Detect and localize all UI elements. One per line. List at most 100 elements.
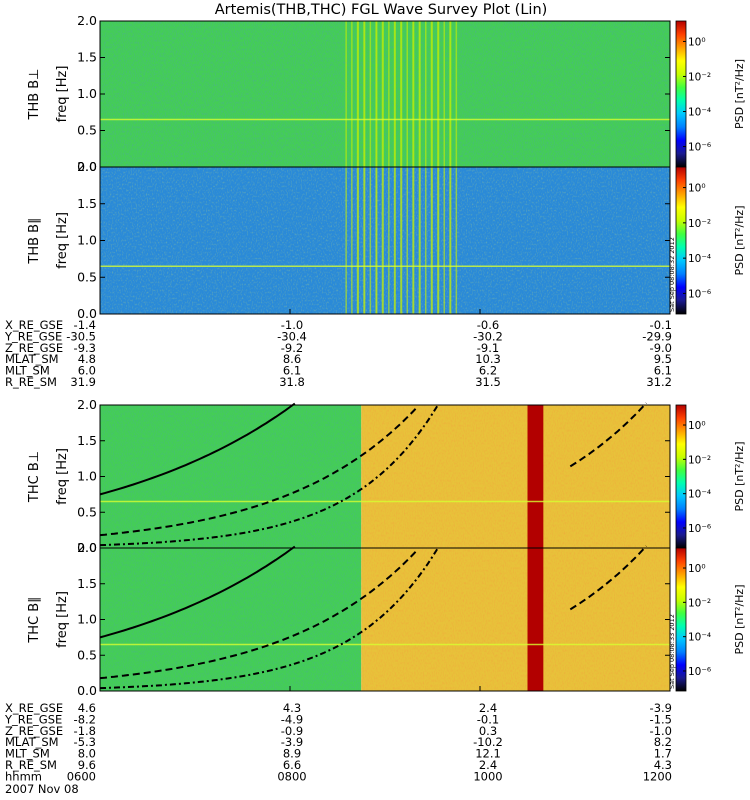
panels-group: 0.0 0.5 1.0 1.5 2.0 freq [Hz] THB B⊥ 10⁰ 10⁻² 10⁻… xyxy=(27,13,746,698)
burst-stripe xyxy=(357,21,359,167)
y-tick-label: 1.5 xyxy=(77,50,97,65)
burst-stripe xyxy=(449,167,452,314)
ephem-value: -3.9 xyxy=(281,735,303,749)
spectrogram-panel-1: 0.0 0.5 1.0 1.5 2.0 freq [Hz] THB B∥ 10⁰ 10⁻² 10⁻… xyxy=(27,159,746,321)
spectrogram-panel-0: 0.0 0.5 1.0 1.5 2.0 freq [Hz] THB B⊥ 10⁰ 10⁻² 10⁻… xyxy=(27,13,746,174)
cbar-tick-label: 10⁻⁴ xyxy=(688,253,711,265)
burst-stripe xyxy=(351,21,353,167)
cbar-label: PSD [nT²/Hz] xyxy=(733,441,746,511)
burst-stripe xyxy=(455,167,458,314)
burst-stripe xyxy=(376,167,378,314)
saturated-band xyxy=(527,405,544,548)
burst-stripe xyxy=(431,21,433,167)
probe-label: THC B⊥ xyxy=(27,451,42,503)
gyro-curve-solid xyxy=(99,545,296,639)
cbar-tick-label: 10⁻² xyxy=(688,218,711,230)
spectrogram-noise xyxy=(100,405,362,548)
burst-stripe xyxy=(345,21,347,167)
gyro-curve-dashed xyxy=(99,405,420,537)
burst-stripe xyxy=(412,21,415,167)
ephem-row-label: Z_RE_GSE xyxy=(5,341,63,355)
ephem-value: -30.5 xyxy=(66,329,96,343)
ephem-value: -1.8 xyxy=(74,724,96,738)
y-tick-label: 1.5 xyxy=(77,433,97,448)
ephem-value: 0600 xyxy=(67,769,96,783)
ephem-value: 4.8 xyxy=(78,352,96,366)
burst-stripe xyxy=(419,21,421,167)
spectrogram-panel-2: 0.0 0.5 1.0 1.5 2.0 freq [Hz] THC B⊥ 10⁰ 10⁻² 10⁻… xyxy=(27,397,746,555)
y-tick-label: 2.0 xyxy=(77,13,97,28)
burst-stripe xyxy=(425,21,427,167)
y-tick-label: 0.5 xyxy=(77,123,97,138)
gyro-curve-dashed xyxy=(99,548,420,680)
probe-label: THB B⊥ xyxy=(27,68,42,120)
ephem-value: 31.9 xyxy=(70,375,96,389)
ephem-value: -9.1 xyxy=(477,341,499,355)
ephem-value: -9.3 xyxy=(74,341,96,355)
ephem-value: 6.1 xyxy=(283,364,301,378)
burst-stripe xyxy=(369,167,372,314)
burst-stripe xyxy=(363,21,366,167)
ephem-row-label: Y_RE_GSE xyxy=(4,329,62,343)
ephem-value: -0.6 xyxy=(477,318,499,332)
ephem-value: -1.4 xyxy=(74,318,96,332)
burst-stripe xyxy=(363,167,366,314)
ephem-value: -30.4 xyxy=(277,329,307,343)
ephem-value: 1000 xyxy=(473,769,502,783)
burst-stripe xyxy=(400,21,403,167)
y-tick-label: 1.0 xyxy=(77,86,97,101)
cbar-tick-label: 10⁻⁴ xyxy=(688,107,711,119)
ephem-value: 0800 xyxy=(277,769,306,783)
ephem-value: -0.1 xyxy=(650,318,672,332)
ephem-value: -9.2 xyxy=(281,341,303,355)
plot-title: Artemis(THB,THC) FGL Wave Survey Plot (L… xyxy=(215,2,548,18)
burst-stripe xyxy=(382,21,384,167)
burst-stripe xyxy=(406,167,408,314)
y-axis-label: freq [Hz] xyxy=(55,591,70,648)
y-tick-label: 0.5 xyxy=(77,647,97,662)
burst-stripe xyxy=(419,167,421,314)
spectrogram-noise-hot xyxy=(361,548,670,691)
ephem-value: 8.2 xyxy=(654,735,672,749)
saturated-band xyxy=(527,548,544,691)
ephem-value: -10.2 xyxy=(473,735,503,749)
burst-stripe xyxy=(437,21,440,167)
colorbar xyxy=(675,547,687,692)
ephem-value: -8.2 xyxy=(74,712,96,726)
ephem-row-label: X_RE_GSE xyxy=(5,701,63,715)
cbar-label: PSD [nT²/Hz] xyxy=(733,584,746,654)
burst-stripe xyxy=(437,167,440,314)
burst-stripe xyxy=(443,21,445,167)
y-tick-label: 1.0 xyxy=(77,233,97,248)
cbar-label: PSD [nT²/Hz] xyxy=(733,59,746,129)
burst-stripe xyxy=(412,167,415,314)
ephem-row-label: MLAT_SM xyxy=(5,352,59,366)
ephem-value: -5.3 xyxy=(74,735,96,749)
burst-stripe xyxy=(369,21,372,167)
y-axis-label: freq [Hz] xyxy=(55,66,70,123)
ephem-value: 6.6 xyxy=(283,758,301,772)
ephem-row-label: MLT_SM xyxy=(5,364,50,378)
burst-stripe xyxy=(345,167,347,314)
ephem-row-label: hhmm xyxy=(5,769,42,783)
ephem-value: 9.6 xyxy=(78,758,96,772)
colorbar xyxy=(675,20,687,168)
ephem-value: -0.1 xyxy=(477,712,499,726)
burst-stripe xyxy=(443,167,445,314)
y-tick-label: 0.0 xyxy=(77,540,97,555)
cbar-tick-label: 10⁰ xyxy=(688,420,706,432)
ephem-value: -3.9 xyxy=(650,701,672,715)
cbar-tick-label: 10⁻⁴ xyxy=(688,489,711,501)
ephem-value: 31.2 xyxy=(646,375,672,389)
ephem-row-label: R_RE_SM xyxy=(5,758,57,772)
ephem-value: 31.5 xyxy=(475,375,501,389)
cbar-tick-label: 10⁻⁶ xyxy=(688,288,711,300)
cbar-tick-label: 10⁻⁶ xyxy=(688,666,711,678)
burst-stripe xyxy=(406,21,408,167)
ephem-row-label: MLAT_SM xyxy=(5,735,59,749)
burst-stripe xyxy=(425,167,427,314)
y-axis-label: freq [Hz] xyxy=(55,448,70,505)
ephem-row-label: MLT_SM xyxy=(5,747,50,761)
ephem-value: 2.4 xyxy=(479,758,497,772)
